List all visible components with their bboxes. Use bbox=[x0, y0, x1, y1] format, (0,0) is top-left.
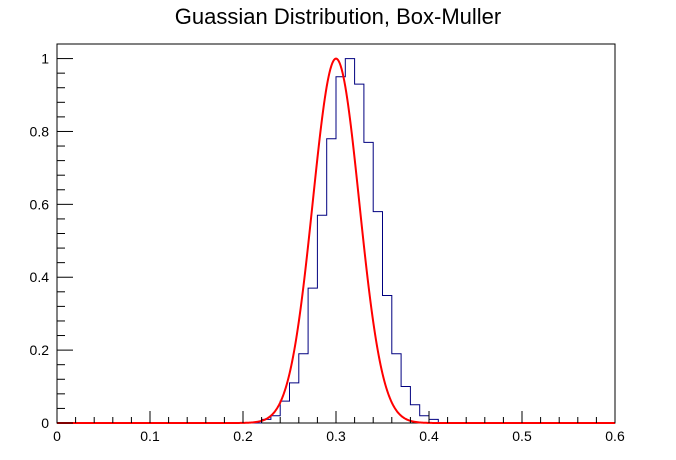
y-tick-label: 0.2 bbox=[30, 342, 50, 358]
histogram-bin bbox=[392, 354, 401, 423]
x-tick-label: 0.1 bbox=[140, 428, 160, 444]
y-tick-label: 0.4 bbox=[30, 269, 50, 285]
histogram-bin bbox=[290, 383, 299, 423]
histogram-outline bbox=[57, 58, 615, 424]
y-tick-label: 1 bbox=[41, 51, 49, 67]
histogram-bin bbox=[317, 215, 326, 423]
histogram-bin bbox=[327, 139, 336, 423]
histogram-bin bbox=[373, 212, 382, 423]
x-tick-label: 0.5 bbox=[512, 428, 532, 444]
axis-ticks: 0 0.1 0.2 0.3 0.4 0.5 0.6 0 0.2 0.4 0.6 0.8 1 bbox=[30, 51, 625, 444]
y-tick-label: 0.8 bbox=[30, 123, 50, 139]
histogram-bin bbox=[336, 77, 345, 423]
x-tick-label: 0.2 bbox=[233, 428, 253, 444]
histogram bbox=[57, 58, 615, 424]
x-tick-label: 0.3 bbox=[326, 428, 346, 444]
x-tick-label: 0 bbox=[53, 428, 61, 444]
chart-title: Guassian Distribution, Box-Muller bbox=[174, 4, 502, 29]
histogram-bin bbox=[299, 354, 308, 423]
histogram-bin bbox=[355, 84, 364, 423]
histogram-bin bbox=[308, 288, 317, 423]
y-tick-label: 0 bbox=[41, 415, 49, 431]
histogram-bin bbox=[271, 416, 280, 423]
histogram-bin bbox=[383, 295, 392, 423]
y-tick-label: 0.6 bbox=[30, 196, 50, 212]
x-tick-label: 0.6 bbox=[605, 428, 625, 444]
x-tick-label: 0.4 bbox=[419, 428, 439, 444]
histogram-bin bbox=[280, 401, 289, 423]
